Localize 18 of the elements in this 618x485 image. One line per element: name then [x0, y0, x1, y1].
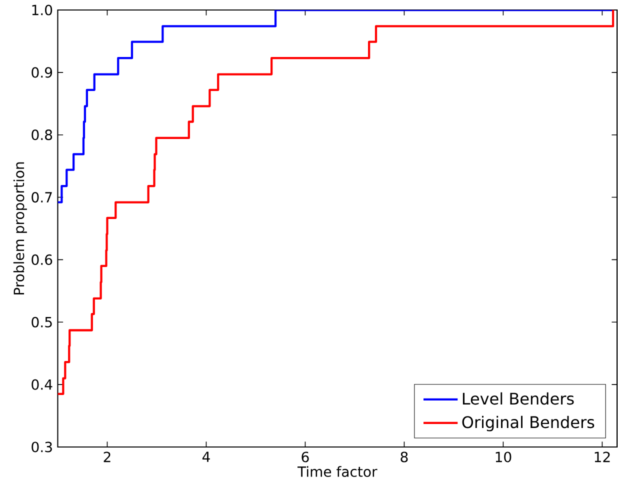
y-tick-label: 1.0: [32, 4, 52, 16]
legend-label: Original Benders: [462, 416, 594, 432]
x-tick-label: 2: [104, 452, 110, 462]
legend-label: Level Benders: [462, 392, 574, 405]
x-tick-label: 10: [496, 452, 512, 462]
x-tick-label: 4: [202, 452, 210, 462]
y-tick-label: 0.5: [32, 316, 52, 328]
y-tick-label: 0.8: [32, 130, 52, 140]
x-tick-label: 6: [302, 452, 309, 462]
x-tick-label: 8: [400, 452, 408, 462]
x-axis-title: Time factor: [297, 466, 378, 477]
y-tick-label: 0.3: [32, 442, 52, 452]
y-tick-label: 0.6: [32, 254, 52, 265]
y-axis-title: Problem proportion: [13, 162, 27, 294]
x-tick-label: 12: [594, 452, 610, 462]
y-tick-label: 0.9: [32, 67, 52, 78]
y-tick-label: 0.7: [32, 192, 52, 203]
y-tick-label: 0.4: [32, 379, 52, 390]
